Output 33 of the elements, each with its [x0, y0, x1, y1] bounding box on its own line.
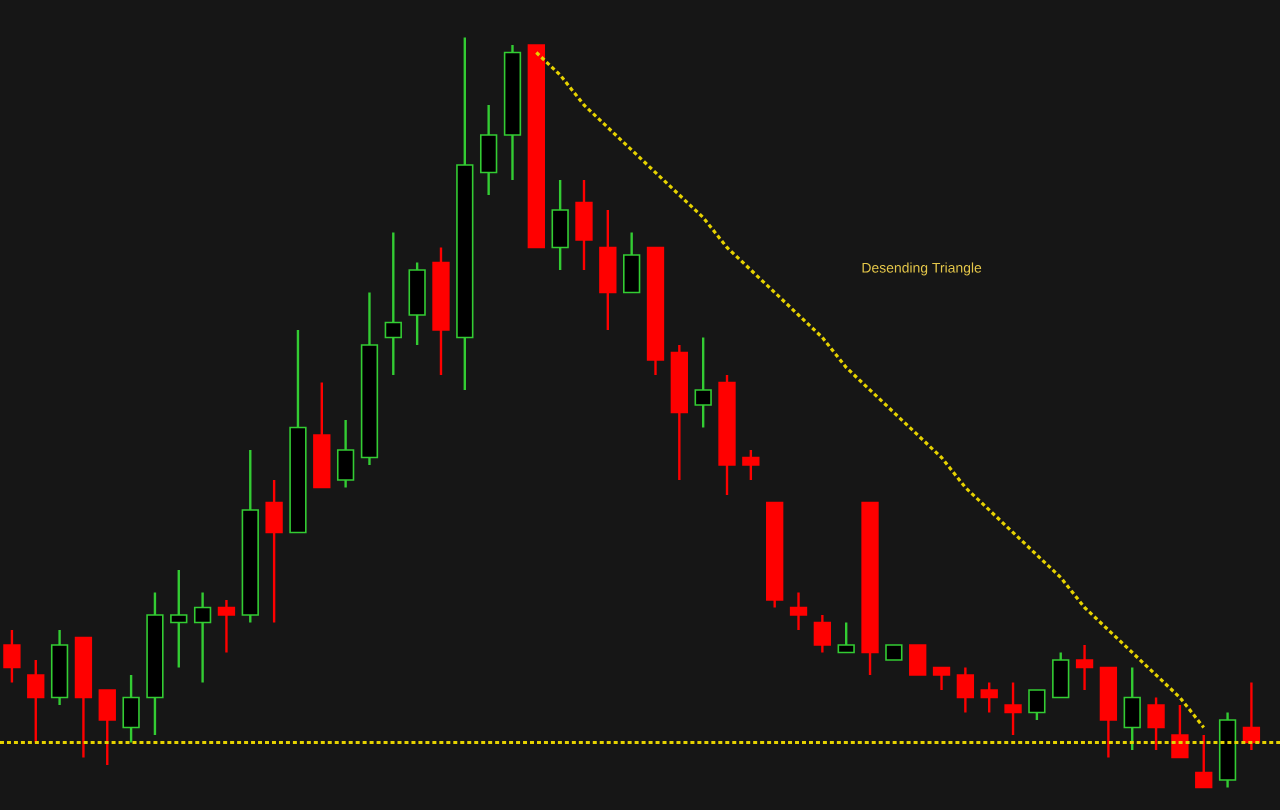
- candlestick: [909, 644, 927, 676]
- candlestick: [623, 231, 641, 294]
- candlestick: [1075, 643, 1094, 692]
- candlestick: [1004, 681, 1022, 737]
- candlestick: [956, 666, 975, 714]
- candlestick: [1195, 733, 1213, 789]
- candlestick: [1147, 696, 1165, 752]
- candlestick: [980, 681, 998, 714]
- candlestick: [217, 598, 236, 654]
- candlestick: [1052, 651, 1070, 699]
- candlestick: [1028, 688, 1046, 722]
- candlestick: [122, 673, 140, 744]
- candlestick: [265, 478, 283, 624]
- candlestick: [789, 591, 808, 632]
- candlestick: [742, 448, 760, 482]
- candlestick: [932, 666, 951, 692]
- candlestick: [27, 658, 45, 744]
- candlestick: [694, 336, 712, 429]
- candlestick: [575, 178, 593, 272]
- candlestick: [1171, 703, 1189, 759]
- candlestick: [479, 103, 498, 197]
- candlestick: [193, 591, 212, 684]
- candlestick: [170, 568, 188, 669]
- candlestick: [813, 613, 832, 654]
- candlestick: [98, 688, 116, 767]
- candlestick: [551, 178, 569, 272]
- candlestick: [3, 628, 21, 684]
- candlestick: [384, 231, 402, 377]
- candlestick: [599, 208, 617, 332]
- candlestick: [336, 418, 355, 489]
- candlestick: [837, 621, 855, 654]
- candlestick: [1123, 666, 1141, 752]
- candlestick: [408, 261, 426, 347]
